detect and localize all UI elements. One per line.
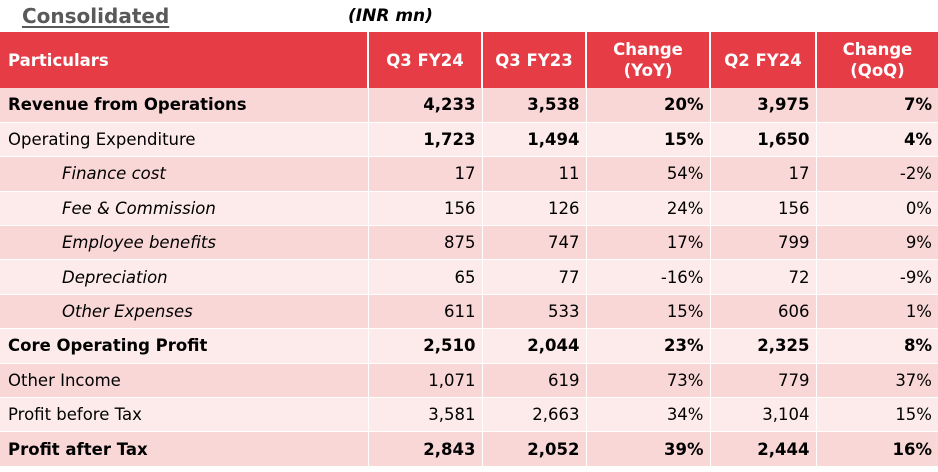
row-value: 11	[482, 156, 587, 192]
row-value: 9%	[816, 225, 938, 261]
row-value: 533	[482, 294, 587, 330]
row-value: 39%	[586, 431, 711, 467]
financial-table: Particulars Q3 FY24 Q3 FY23 Change (YoY) Q2 F…	[0, 32, 938, 467]
row-label: Revenue from Operations	[0, 88, 369, 123]
row-value: 875	[368, 225, 483, 261]
row-value: 1%	[816, 294, 938, 330]
row-value: 34%	[586, 397, 711, 433]
row-value: 15%	[586, 294, 711, 330]
header-particulars: Particulars	[0, 32, 369, 88]
row-label: Core Operating Profit	[0, 328, 369, 364]
row-value: 2,444	[710, 431, 817, 467]
row-label: Finance cost	[0, 156, 369, 192]
row-value: 17	[710, 156, 817, 192]
row-value: 3,538	[482, 88, 587, 123]
row-value: 1,650	[710, 122, 817, 158]
row-value: 72	[710, 259, 817, 295]
table-row: Fee & Commission 156 126 24% 156 0%	[0, 191, 938, 227]
unit-note: (INR mn)	[348, 6, 433, 26]
row-value: 77	[482, 259, 587, 295]
header-q2-fy24: Q2 FY24	[710, 32, 817, 88]
row-label: Other Expenses	[0, 294, 369, 330]
row-value: 17	[368, 156, 483, 192]
row-value: 3,104	[710, 397, 817, 433]
row-value: 8%	[816, 328, 938, 364]
row-value: 619	[482, 363, 587, 399]
row-value: 37%	[816, 363, 938, 399]
row-value: 799	[710, 225, 817, 261]
row-value: 23%	[586, 328, 711, 364]
row-label: Profit after Tax	[0, 431, 369, 467]
row-label: Operating Expenditure	[0, 122, 369, 158]
row-value: 611	[368, 294, 483, 330]
row-value: 4%	[816, 122, 938, 158]
header-q3-fy23: Q3 FY23	[482, 32, 587, 88]
table-row: Other Income 1,071 619 73% 779 37%	[0, 363, 938, 399]
row-label: Fee & Commission	[0, 191, 369, 227]
row-value: 1,723	[368, 122, 483, 158]
row-value: 2,044	[482, 328, 587, 364]
header-change-yoy: Change (YoY)	[586, 32, 711, 88]
row-value: 747	[482, 225, 587, 261]
row-value: 606	[710, 294, 817, 330]
table-row: Operating Expenditure 1,723 1,494 15% 1,650 4…	[0, 122, 938, 158]
row-label: Other Income	[0, 363, 369, 399]
row-value: 65	[368, 259, 483, 295]
row-value: -16%	[586, 259, 711, 295]
row-value: 0%	[816, 191, 938, 227]
table-header-row: Particulars Q3 FY24 Q3 FY23 Change (YoY) Q2 F…	[0, 32, 938, 88]
row-value: 4,233	[368, 88, 483, 123]
header-change-qoq: Change (QoQ)	[816, 32, 938, 88]
row-value: 779	[710, 363, 817, 399]
row-value: 17%	[586, 225, 711, 261]
row-value: 2,325	[710, 328, 817, 364]
table-row: Revenue from Operations 4,233 3,538 20% 3,97…	[0, 88, 938, 123]
header-q3-fy24: Q3 FY24	[368, 32, 483, 88]
row-value: 15%	[586, 122, 711, 158]
table-row: Profit after Tax 2,843 2,052 39% 2,444 16%	[0, 431, 938, 467]
table-row: Depreciation 65 77 -16% 72 -9%	[0, 259, 938, 295]
row-value: 2,052	[482, 431, 587, 467]
row-value: -9%	[816, 259, 938, 295]
row-value: 24%	[586, 191, 711, 227]
row-value: 1,071	[368, 363, 483, 399]
table-row: Employee benefits 875 747 17% 799 9%	[0, 225, 938, 261]
row-value: 73%	[586, 363, 711, 399]
table-row: Core Operating Profit 2,510 2,044 23% 2,325 8…	[0, 328, 938, 364]
row-value: 2,663	[482, 397, 587, 433]
row-label: Employee benefits	[0, 225, 369, 261]
row-value: 1,494	[482, 122, 587, 158]
row-value: 3,581	[368, 397, 483, 433]
table-row: Profit before Tax 3,581 2,663 34% 3,104 15%	[0, 397, 938, 433]
row-value: -2%	[816, 156, 938, 192]
row-value: 7%	[816, 88, 938, 123]
table-row: Finance cost 17 11 54% 17 -2%	[0, 156, 938, 192]
table-row: Other Expenses 611 533 15% 606 1%	[0, 294, 938, 330]
row-label: Depreciation	[0, 259, 369, 295]
row-value: 15%	[816, 397, 938, 433]
row-value: 156	[710, 191, 817, 227]
row-value: 2,843	[368, 431, 483, 467]
row-label: Profit before Tax	[0, 397, 369, 433]
row-value: 126	[482, 191, 587, 227]
row-value: 20%	[586, 88, 711, 123]
row-value: 16%	[816, 431, 938, 467]
table-body: Revenue from Operations 4,233 3,538 20% 3,97…	[0, 88, 938, 467]
row-value: 54%	[586, 156, 711, 192]
row-value: 2,510	[368, 328, 483, 364]
row-value: 156	[368, 191, 483, 227]
row-value: 3,975	[710, 88, 817, 123]
page-title: Consolidated	[22, 4, 170, 28]
